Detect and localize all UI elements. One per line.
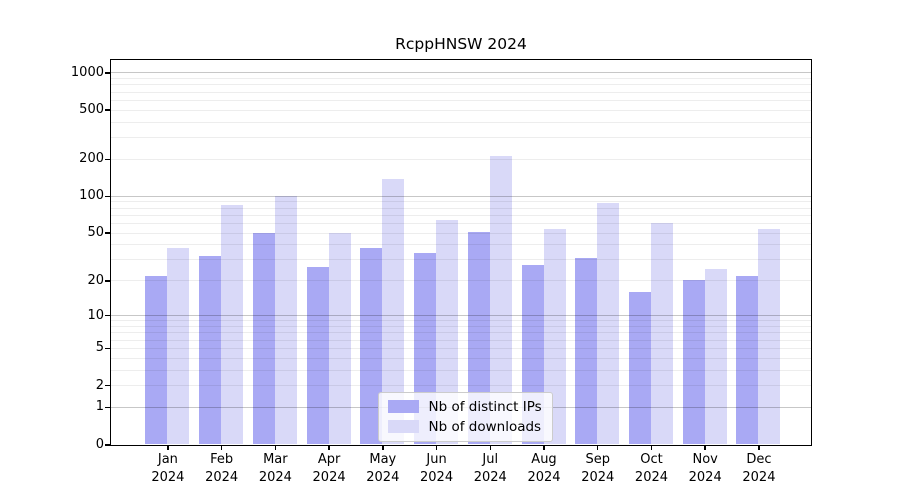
xtick-mark-apr <box>328 445 330 450</box>
bar-ips-apr <box>306 266 329 445</box>
xtick-label-jun: Jun 2024 <box>420 452 454 485</box>
ytick-mark-5 <box>104 347 111 350</box>
xtick-label-nov: Nov 2024 <box>688 452 722 485</box>
ytick-label-500: 500 <box>79 102 104 118</box>
bar-ips-oct <box>628 291 651 445</box>
ytick-label-200: 200 <box>79 151 104 167</box>
ytick-mark-20 <box>104 280 111 282</box>
bar-ips-feb <box>199 256 222 445</box>
ytick-mark-2 <box>104 384 111 387</box>
xtick-mark-feb <box>220 445 223 450</box>
bar-downloads-feb <box>221 204 244 445</box>
ytick-label-0: 0 <box>95 436 104 452</box>
xtick-mark-sep <box>596 445 599 450</box>
bar-ips-mar <box>252 232 275 445</box>
xtick-label-may: May 2024 <box>366 452 400 485</box>
bar-downloads-jan <box>167 248 190 445</box>
xtick-mark-jan <box>167 445 169 450</box>
bar-downloads-oct <box>650 223 673 445</box>
legend-swatch-downloads <box>387 420 419 433</box>
bar-downloads-dec <box>758 228 781 445</box>
ytick-label-100: 100 <box>79 188 104 204</box>
xtick-mark-jun <box>435 445 438 450</box>
xtick-mark-may <box>382 445 384 450</box>
chart-title: RcppHNSW 2024 <box>395 35 527 53</box>
ytick-label-5: 5 <box>95 340 104 356</box>
bar-downloads-jun <box>436 220 459 445</box>
ytick-label-1: 1 <box>95 399 104 415</box>
bar-ips-nov <box>682 280 705 445</box>
xtick-label-sep: Sep 2024 <box>581 452 615 485</box>
ytick-mark-1000 <box>104 72 111 74</box>
ytick-label-20: 20 <box>87 272 104 288</box>
legend-row-downloads: Nb of downloads <box>387 418 542 435</box>
bar-ips-jan <box>145 275 168 445</box>
xtick-mark-oct <box>650 445 653 450</box>
xtick-label-dec: Dec 2024 <box>742 452 776 485</box>
xtick-mark-dec <box>758 445 760 450</box>
plot-area: Nb of distinct IPs Nb of downloads <box>109 58 812 446</box>
bar-downloads-sep <box>597 202 620 445</box>
bar-ips-may <box>360 248 383 445</box>
xtick-mark-jul <box>489 445 492 450</box>
legend-label-distinct-ips: Nb of distinct IPs <box>428 398 542 415</box>
bar-downloads-aug <box>543 228 566 445</box>
ytick-mark-0 <box>104 444 111 446</box>
xtick-mark-nov <box>704 445 706 450</box>
xtick-label-feb: Feb 2024 <box>205 452 239 485</box>
bars-layer <box>111 60 811 445</box>
legend-label-downloads: Nb of downloads <box>428 418 542 435</box>
bar-downloads-mar <box>274 195 297 445</box>
xtick-label-apr: Apr 2024 <box>312 452 346 485</box>
ytick-mark-50 <box>104 232 111 234</box>
ytick-mark-200 <box>104 158 111 161</box>
ytick-mark-100 <box>104 195 111 198</box>
ytick-mark-10 <box>104 314 111 317</box>
xtick-mark-aug <box>543 445 545 450</box>
legend-swatch-distinct-ips <box>387 400 419 413</box>
legend-row-distinct-ips: Nb of distinct IPs <box>387 398 542 415</box>
ytick-label-10: 10 <box>87 307 104 323</box>
bar-downloads-apr <box>328 232 351 445</box>
xtick-label-jul: Jul 2024 <box>473 452 507 485</box>
xtick-label-aug: Aug 2024 <box>527 452 561 485</box>
ytick-mark-1 <box>104 406 111 409</box>
ytick-label-2: 2 <box>95 377 104 393</box>
legend: Nb of distinct IPs Nb of downloads <box>377 391 553 442</box>
xtick-label-mar: Mar 2024 <box>258 452 292 485</box>
ytick-label-50: 50 <box>87 225 104 241</box>
ytick-mark-500 <box>104 109 111 111</box>
bar-ips-sep <box>575 257 598 445</box>
bar-downloads-may <box>382 179 405 445</box>
xtick-mark-mar <box>274 445 277 450</box>
xtick-label-jan: Jan 2024 <box>151 452 185 485</box>
bar-ips-dec <box>736 275 759 445</box>
ytick-label-1000: 1000 <box>70 64 104 80</box>
bar-ips-jul <box>467 231 490 445</box>
xtick-label-oct: Oct 2024 <box>634 452 669 485</box>
bar-downloads-nov <box>704 268 727 445</box>
bar-downloads-jul <box>489 156 512 445</box>
